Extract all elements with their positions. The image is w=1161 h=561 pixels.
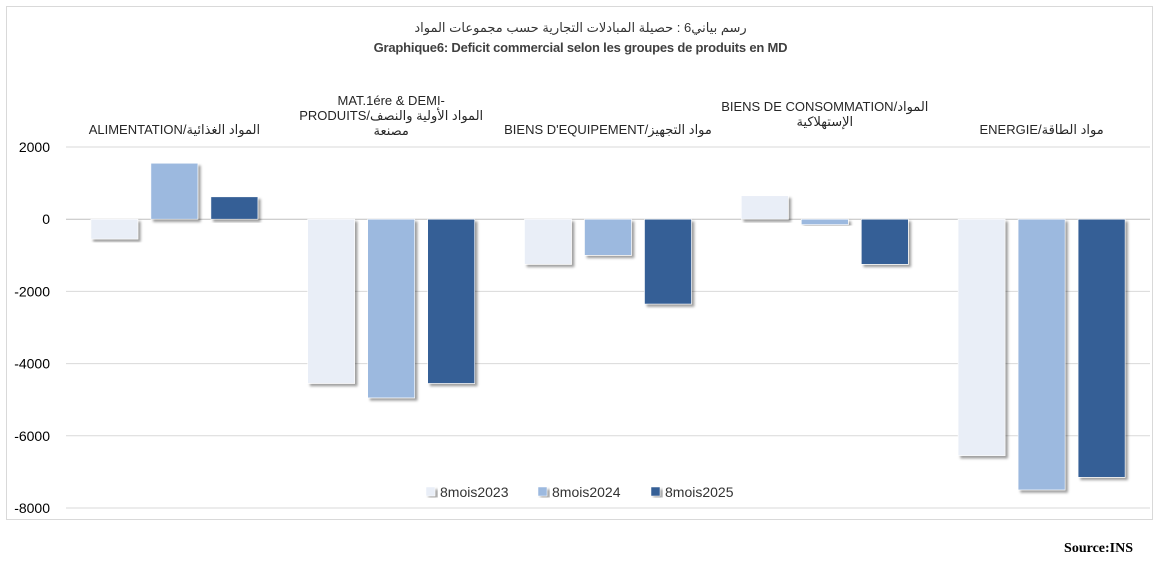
bar	[1077, 218, 1126, 478]
category-label: الإستهلاكية	[796, 114, 853, 130]
bar	[860, 218, 909, 265]
y-tick-label: 0	[42, 211, 50, 227]
category-label: ALIMENTATION/المواد الغذائية	[89, 122, 260, 138]
category-label: BIENS DE CONSOMMATION/المواد	[721, 99, 928, 115]
y-tick-label: -8000	[14, 500, 50, 516]
bar	[150, 162, 199, 220]
bar	[210, 196, 259, 220]
category-label: PRODUITS/المواد الأولية والنصف	[299, 107, 483, 124]
bar	[584, 218, 632, 256]
legend-swatch	[650, 486, 661, 497]
category-labels: ALIMENTATION/المواد الغذائية MAT.1ére & D…	[89, 93, 1104, 138]
category-label: MAT.1ére & DEMI-	[338, 93, 445, 108]
legend: 8mois2023 8mois2024 8mois2025	[425, 484, 734, 500]
bar	[800, 218, 849, 225]
y-tick-label: -2000	[14, 283, 50, 299]
bar	[740, 195, 789, 220]
legend-swatch	[537, 486, 548, 497]
bars	[90, 162, 1126, 491]
y-tick-label: -6000	[14, 428, 50, 444]
bar	[90, 218, 139, 240]
y-tick-label: 2000	[19, 139, 50, 155]
bar	[367, 218, 416, 399]
chart-title: رسم بياني6 : حصيلة المبادلات التجارية حس…	[414, 20, 747, 35]
category-label: مصنعة	[373, 123, 408, 138]
category-label: BIENS D'EQUIPEMENT/مواد التجهيز	[504, 122, 712, 138]
legend-swatch	[425, 486, 436, 497]
bar	[644, 218, 692, 305]
y-axis-ticks: 2000 0 -2000 -4000 -6000 -8000	[14, 139, 50, 516]
bar	[427, 218, 476, 384]
y-tick-label: -4000	[14, 356, 50, 372]
source-note: Source:INS	[1064, 541, 1133, 556]
legend-label: 8mois2023	[440, 484, 509, 500]
bar	[957, 218, 1006, 456]
bar	[1017, 218, 1066, 491]
legend-label: 8mois2025	[665, 484, 734, 500]
category-label: ENERGIE/مواد الطاقة	[979, 122, 1103, 138]
bar	[524, 218, 572, 265]
legend-label: 8mois2024	[552, 484, 621, 500]
chart-subtitle: Graphique6: Deficit commercial selon les…	[373, 40, 788, 55]
bar	[307, 218, 356, 384]
